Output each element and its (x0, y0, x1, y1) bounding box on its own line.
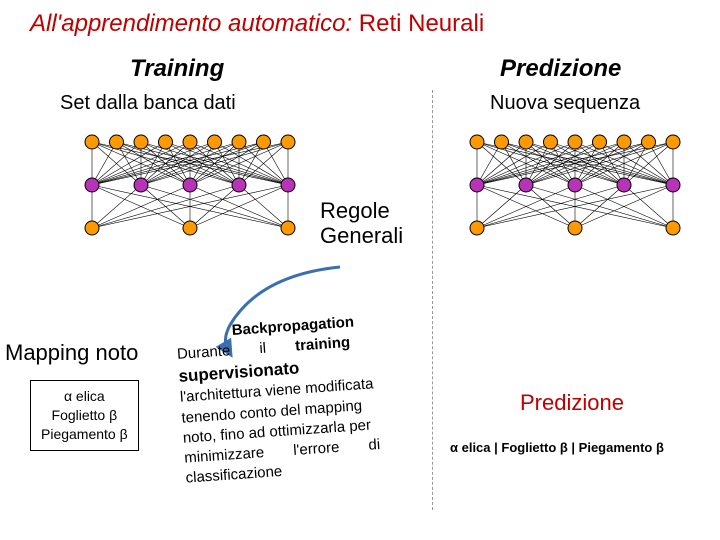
neural-net-right (460, 130, 690, 245)
mapping-label: Mapping noto (5, 340, 138, 366)
note-l2b: il (259, 340, 267, 357)
note-l2c: training (295, 334, 351, 355)
column-divider (432, 90, 433, 510)
regole-l2: Generali (320, 223, 403, 248)
box-l2: Foglietto β (41, 406, 128, 425)
regole-l1: Regole (320, 198, 390, 223)
regole-label: Regole Generali (320, 198, 403, 249)
note-l2a: Durante (176, 342, 230, 363)
note-l7c: di (368, 436, 381, 454)
title-italic: All'apprendimento automatico: (30, 10, 352, 37)
box-l1: α elica (41, 387, 128, 406)
mapping-box: α elica Foglietto β Piegamento β (30, 380, 139, 451)
box-l3: Piegamento β (41, 425, 128, 444)
slide-title: All'apprendimento automatico: Reti Neura… (30, 10, 484, 38)
note-l7b: l'errore (293, 439, 340, 459)
predizione-heading: Predizione (500, 55, 621, 83)
title-rest: Reti Neurali (359, 10, 484, 37)
training-sub: Set dalla banca dati (60, 92, 236, 115)
predizione-result-label: Predizione (520, 390, 624, 416)
predizione-classes: α elica | Foglietto β | Piegamento β (450, 440, 664, 455)
backprop-note: Backpropagation Durante il training supe… (175, 309, 421, 490)
neural-net-left (75, 130, 305, 245)
training-heading: Training (130, 55, 224, 83)
predizione-sub: Nuova sequenza (490, 92, 640, 115)
